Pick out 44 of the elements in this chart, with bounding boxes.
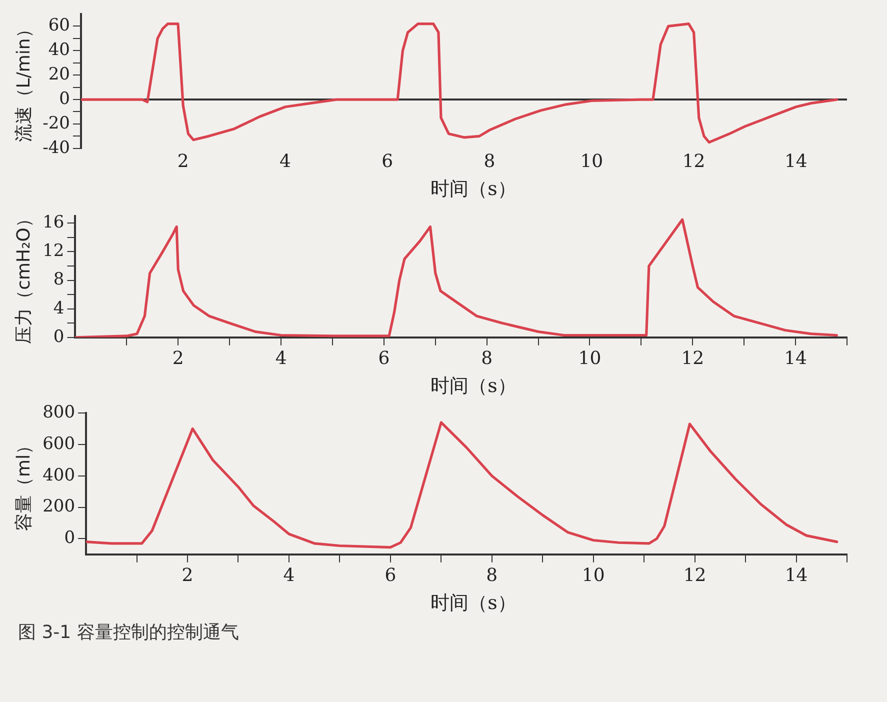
y-tick-label: 400 bbox=[42, 465, 76, 486]
y-axis-title: 压力（cmH₂O） bbox=[13, 210, 34, 344]
y-axis-title: 容量（ml） bbox=[13, 436, 34, 531]
x-tick-label: 8 bbox=[481, 348, 493, 369]
y-tick-label: -20 bbox=[42, 113, 70, 134]
y-tick-label: -40 bbox=[42, 138, 70, 158]
x-tick-label: 10 bbox=[582, 564, 605, 586]
x-axis-title: 时间（s） bbox=[430, 177, 518, 202]
y-tick-label: 600 bbox=[42, 434, 76, 454]
y-tick-label: 0 bbox=[64, 528, 76, 548]
x-tick-label: 6 bbox=[378, 348, 390, 369]
y-tick-label: 40 bbox=[48, 40, 70, 60]
x-tick-label: 4 bbox=[275, 348, 287, 369]
y-tick-label: 200 bbox=[42, 496, 76, 517]
y-tick-label: 8 bbox=[53, 270, 64, 290]
x-tick-label: 12 bbox=[683, 564, 706, 586]
x-tick-label: 2 bbox=[182, 564, 194, 586]
x-tick-label: 12 bbox=[681, 348, 704, 369]
y-tick-label: 4 bbox=[53, 298, 64, 318]
y-tick-label: 12 bbox=[42, 241, 64, 262]
x-tick-label: 12 bbox=[682, 150, 706, 172]
x-tick-label: 10 bbox=[578, 348, 602, 369]
x-tick-label: 4 bbox=[280, 150, 291, 172]
x-tick-label: 14 bbox=[784, 150, 808, 172]
y-tick-label: 0 bbox=[53, 326, 64, 347]
x-tick-label: 10 bbox=[580, 150, 604, 172]
x-axis-title: 时间（s） bbox=[430, 591, 518, 616]
x-axis-title: 时间（s） bbox=[430, 374, 518, 399]
y-tick-label: 800 bbox=[42, 402, 76, 422]
x-tick-label: 4 bbox=[283, 564, 295, 586]
y-tick-label: 0 bbox=[59, 88, 70, 109]
x-tick-label: 2 bbox=[172, 348, 184, 369]
x-tick-label: 14 bbox=[784, 564, 808, 586]
y-axis-title: 流速（L/min） bbox=[13, 20, 34, 142]
x-tick-label: 8 bbox=[486, 564, 498, 586]
x-tick-label: 2 bbox=[177, 150, 189, 172]
x-tick-label: 14 bbox=[784, 348, 807, 369]
y-tick-label: 20 bbox=[48, 64, 70, 85]
y-tick-label: 16 bbox=[42, 212, 64, 233]
x-tick-label: 8 bbox=[484, 150, 496, 172]
caption: 图 3-1 容量控制的控制通气 bbox=[18, 621, 240, 644]
y-tick-label: 60 bbox=[48, 16, 70, 36]
x-tick-label: 6 bbox=[384, 564, 396, 586]
x-tick-label: 6 bbox=[382, 150, 394, 172]
